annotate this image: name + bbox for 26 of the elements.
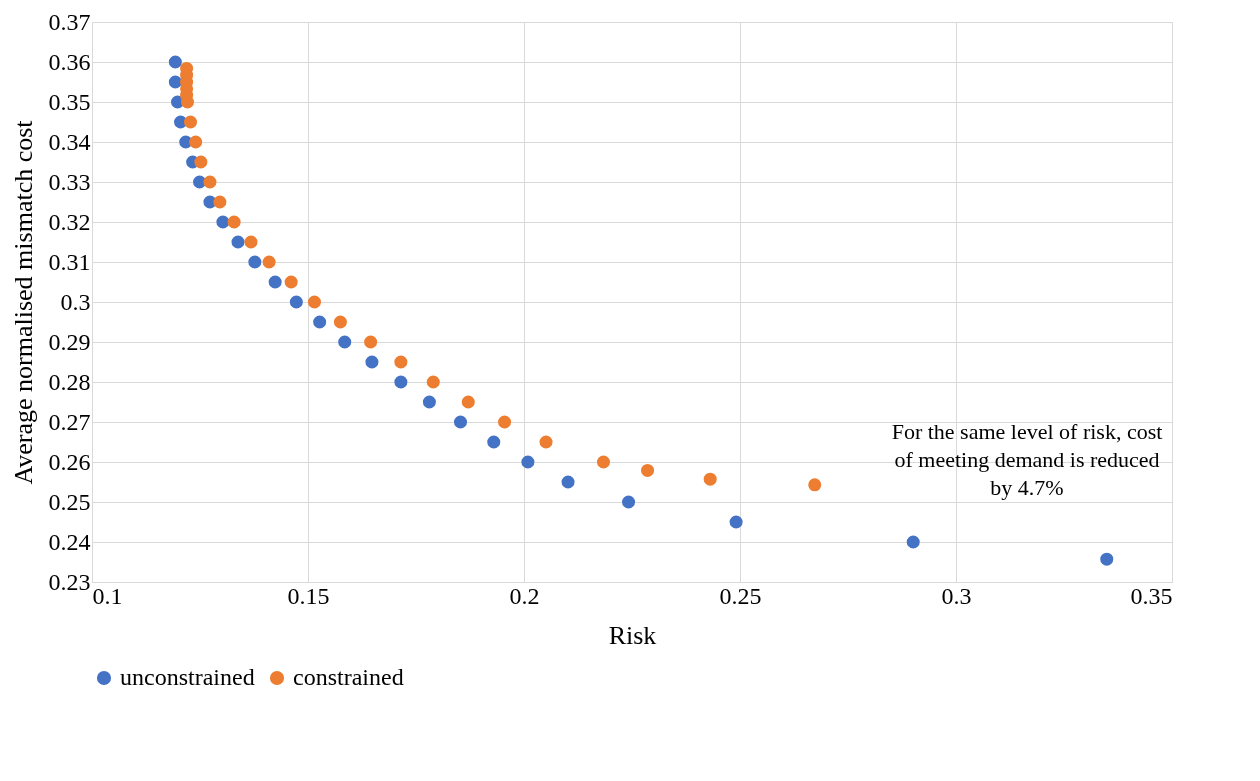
- y-tick-label: 0.27: [48, 408, 91, 435]
- y-tick-label: 0.37: [48, 8, 91, 35]
- legend-label: constrained: [293, 664, 404, 690]
- x-tick-label: 0.2: [509, 582, 540, 609]
- y-tick-label: 0.34: [48, 128, 91, 155]
- x-axis-title: Risk: [608, 620, 657, 650]
- x-tick-label: 0.15: [287, 582, 330, 609]
- y-tick-label: 0.35: [48, 88, 91, 115]
- y-tick-label: 0.24: [48, 528, 91, 555]
- y-tick-label: 0.33: [48, 168, 91, 195]
- x-tick-label: 0.35: [1130, 582, 1173, 609]
- x-tick-label: 0.1: [92, 582, 123, 609]
- y-axis-title: Average normalised mismatch cost: [8, 119, 38, 485]
- y-tick-label: 0.23: [48, 568, 91, 595]
- y-tick-label: 0.25: [48, 488, 91, 515]
- y-tick-label: 0.28: [48, 368, 91, 395]
- y-tick-label: 0.26: [48, 448, 91, 475]
- y-tick-label: 0.31: [48, 248, 91, 275]
- legend-label: unconstrained: [120, 664, 255, 690]
- y-tick-label: 0.29: [48, 328, 91, 355]
- y-tick-label: 0.32: [48, 208, 91, 235]
- y-tick-label: 0.36: [48, 48, 91, 75]
- x-tick-label: 0.3: [941, 582, 972, 609]
- annotation: For the same level of risk, cost of meeting demand is reduced by 4.7%: [891, 419, 1163, 500]
- y-tick-label: 0.3: [60, 288, 91, 315]
- x-tick-label: 0.25: [719, 582, 762, 609]
